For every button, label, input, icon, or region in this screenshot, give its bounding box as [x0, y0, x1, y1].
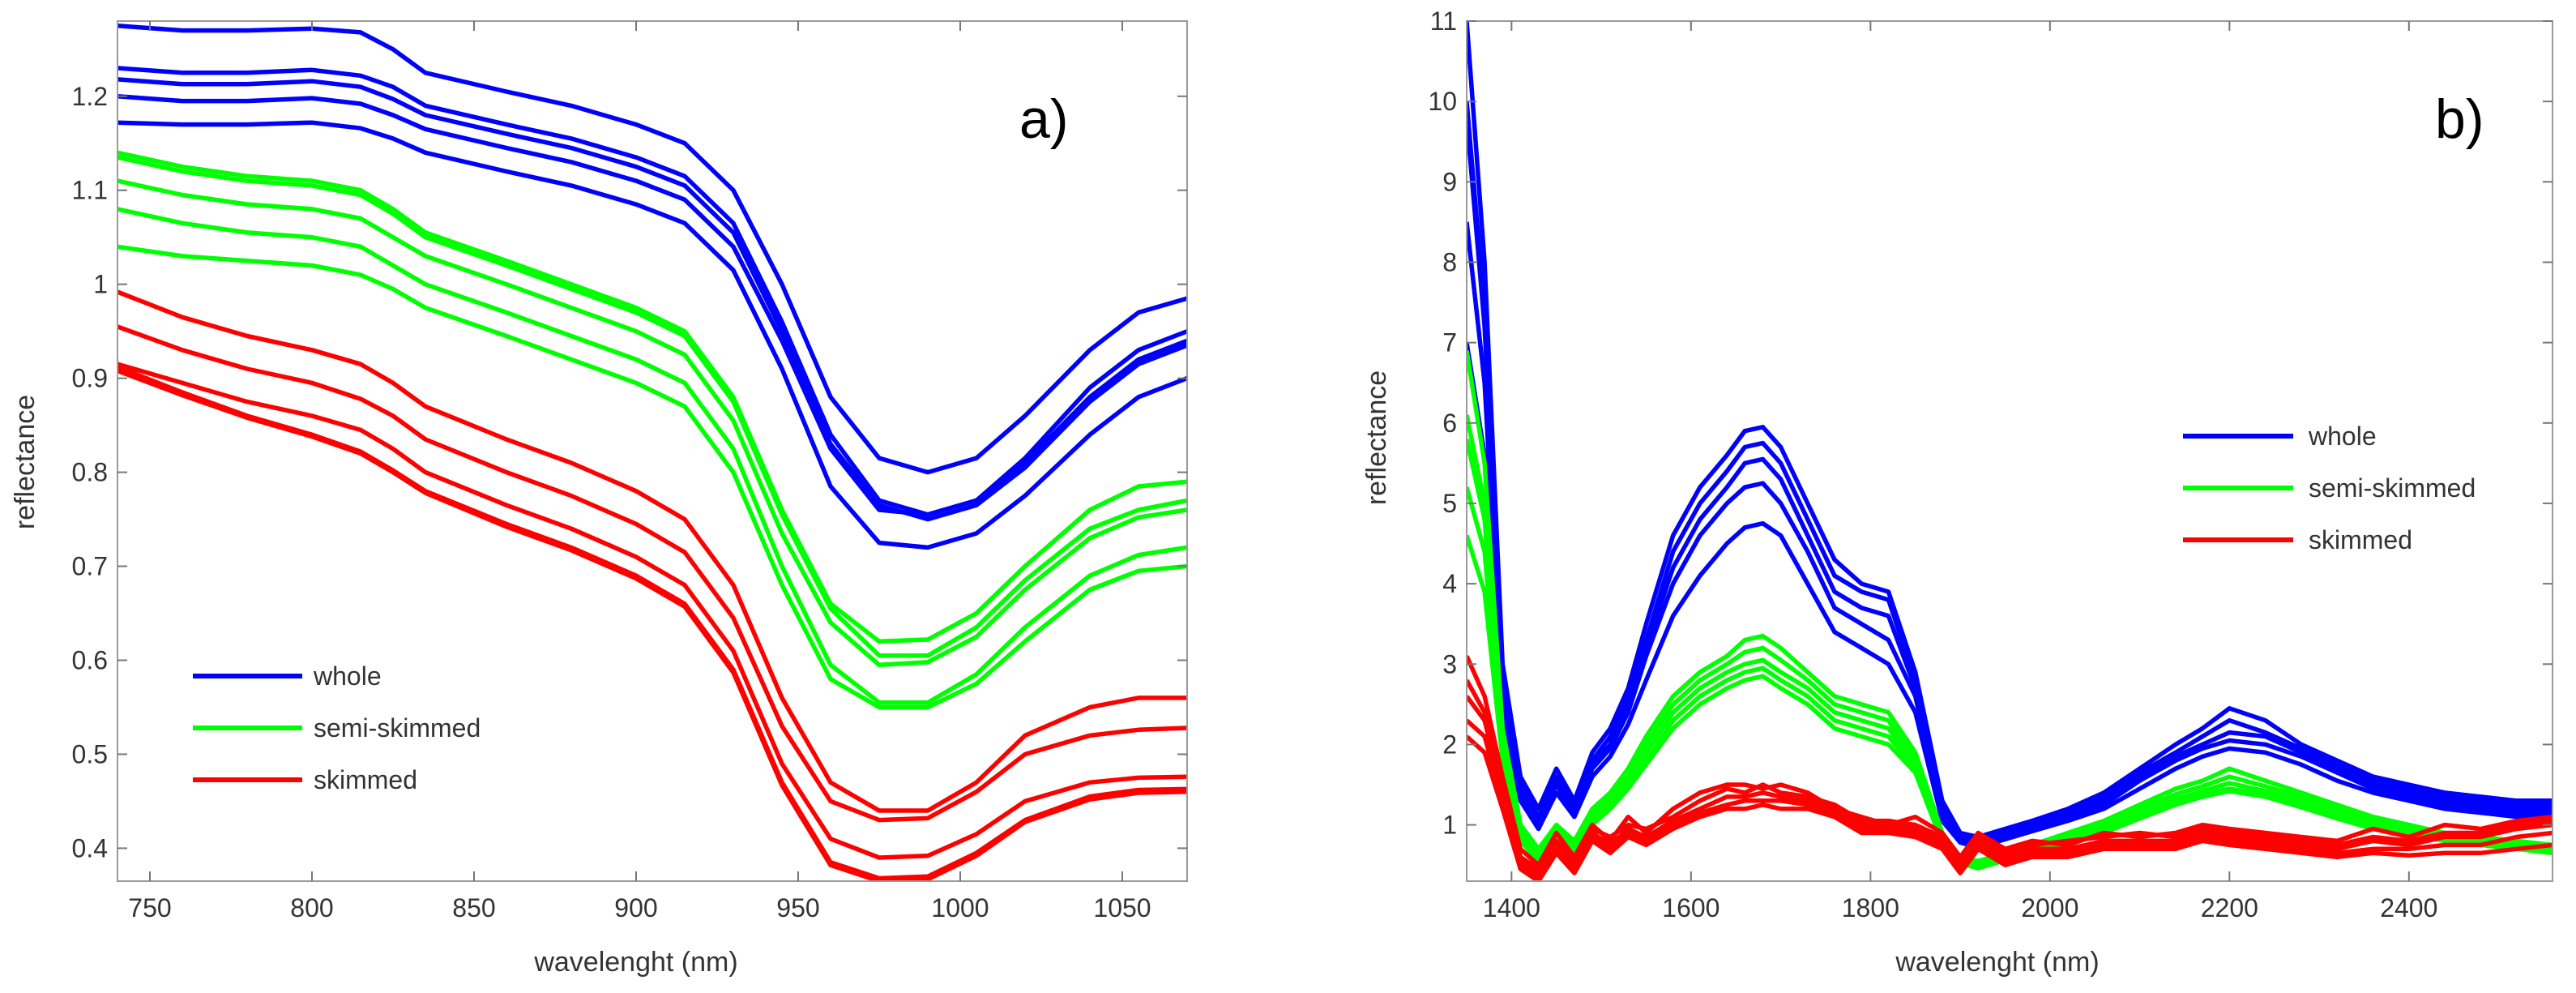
- panel-a-xtick-label: 1000: [931, 893, 989, 922]
- panel-a-ytick-label: 0.7: [72, 552, 108, 581]
- panel-a-series-line-skimmed-12: [117, 362, 1187, 860]
- panel-b-ytick-label: 5: [1442, 489, 1457, 518]
- panel-b-label: b): [2435, 88, 2484, 150]
- panel-b-xtick-label: 1800: [1842, 893, 1899, 922]
- panel-a-series-line-whole-3: [117, 94, 1187, 517]
- panel-a-series-line-whole-1: [117, 66, 1187, 517]
- panel-a-series-line-skimmed-10: [117, 289, 1187, 813]
- panel-a-xtick-label: 800: [290, 893, 333, 922]
- panel-a-xtick-label: 850: [452, 893, 495, 922]
- panel-a-legend-label-skimmed: skimmed: [314, 765, 417, 794]
- panel-b-ytick-label: 3: [1442, 649, 1457, 678]
- panel-b-legend-label-skimmed: skimmed: [2309, 525, 2412, 554]
- panel-a-chart: reflectance wavelenght (nm) a) 750 800 850…: [10, 20, 1188, 978]
- panel-b-chart: reflectance wavelenght (nm) b) 1400 1600 1…: [1361, 6, 2553, 978]
- panel-b-plot-frame: [1466, 20, 2553, 882]
- panel-a-series-line-semi-skimmed-6: [117, 155, 1187, 658]
- panel-b-xtick-label: 2200: [2201, 893, 2258, 922]
- panel-b-series-line-semi-skimmed-7: [1467, 439, 2553, 867]
- panel-a-series-line-skimmed-11: [117, 324, 1187, 823]
- panel-a-ytick-label: 1.2: [72, 82, 108, 111]
- panel-a-ytick-label: 0.5: [72, 739, 108, 768]
- panel-a-xtick-label: 1050: [1093, 893, 1151, 922]
- panel-b-xtick-label: 1400: [1483, 893, 1540, 922]
- panel-a-ytick-label: 0.8: [72, 458, 108, 487]
- panel-b-series-line-whole-1: [1467, 101, 2553, 844]
- panel-a-series-line-semi-skimmed-8: [117, 207, 1187, 705]
- panel-a-ytick-label: 0.6: [72, 646, 108, 675]
- panel-b-ytick-label: 4: [1442, 569, 1457, 598]
- panel-a-series-line-whole-0: [117, 24, 1187, 475]
- panel-b-ytick-label: 1: [1442, 811, 1457, 840]
- panel-a-xtick-label: 950: [776, 893, 819, 922]
- panel-b-ytick-label: 8: [1442, 247, 1457, 276]
- panel-b-series-group: [1467, 21, 2553, 881]
- panel-b-ytick-label: 2: [1442, 730, 1457, 759]
- panel-b-legend-label-semi-skimmed: semi-skimmed: [2309, 473, 2476, 503]
- panel-b-series-line-whole-0: [1467, 21, 2553, 840]
- panel-a-label: a): [1019, 88, 1068, 150]
- panel-b-ytick-label: 7: [1442, 328, 1457, 357]
- panel-a-series-line-skimmed-14: [117, 368, 1187, 881]
- panel-a-series-line-semi-skimmed-7: [117, 178, 1187, 668]
- panel-a-ytick-label: 1: [93, 270, 108, 299]
- panel-a-series-group: [117, 24, 1187, 881]
- panel-a-xtick-label: 900: [614, 893, 657, 922]
- panel-b-ylabel: reflectance: [1361, 370, 1392, 505]
- panel-a-series-line-semi-skimmed-9: [117, 244, 1187, 710]
- panel-a-plot-frame: [117, 20, 1188, 882]
- panel-a-series-line-whole-4: [117, 120, 1187, 550]
- panel-b-legend-label-whole: whole: [2308, 422, 2377, 451]
- panel-b-xtick-label: 1600: [1662, 893, 1719, 922]
- panel-b-ytick-label: 11: [1430, 6, 1457, 36]
- panel-a-ytick-label: 0.4: [72, 833, 108, 862]
- panel-b-ytick-label: 9: [1442, 167, 1457, 196]
- panel-b-xlabel: wavelenght (nm): [1895, 947, 2099, 978]
- panel-b-series-line-whole-3: [1467, 221, 2553, 848]
- panel-a-legend-label-semi-skimmed: semi-skimmed: [314, 713, 481, 743]
- panel-a-ytick-label: 0.9: [72, 364, 108, 393]
- panel-b-ytick-label: 6: [1442, 409, 1457, 438]
- panel-b-ytick-label: 10: [1428, 87, 1457, 116]
- panel-a-xlabel: wavelenght (nm): [533, 947, 737, 978]
- panel-a-xtick-label: 750: [128, 893, 171, 922]
- panel-a-ylabel: reflectance: [10, 395, 41, 529]
- panel-a-series-line-whole-2: [117, 77, 1187, 522]
- panel-b-series-line-whole-4: [1467, 342, 2553, 850]
- panel-a-series-line-semi-skimmed-5: [117, 150, 1187, 644]
- panel-a-ytick-label: 1.1: [72, 176, 108, 205]
- panel-a-legend-label-whole: whole: [313, 661, 382, 691]
- panel-b-series-line-skimmed-14: [1467, 734, 2553, 881]
- panel-b-xtick-label: 2400: [2380, 893, 2437, 922]
- panel-b-xtick-label: 2000: [2021, 893, 2078, 922]
